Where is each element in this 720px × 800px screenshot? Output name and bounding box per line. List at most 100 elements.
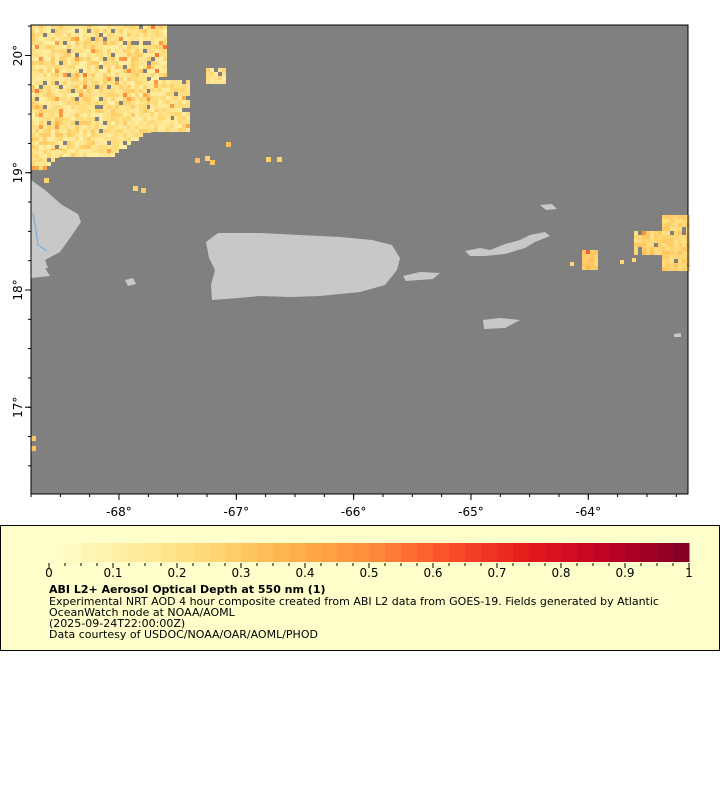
aod-pixel bbox=[44, 178, 49, 183]
aod-pixel bbox=[131, 37, 135, 41]
aod-pixel bbox=[103, 29, 107, 33]
aod-pixel bbox=[143, 29, 147, 33]
aod-pixel bbox=[174, 124, 178, 128]
aod-pixel bbox=[111, 25, 115, 29]
aod-pixel bbox=[131, 53, 135, 57]
aod-pixel bbox=[91, 109, 95, 113]
aod-pixel bbox=[123, 85, 127, 89]
aod-pixel bbox=[75, 101, 79, 105]
aod-pixel bbox=[39, 73, 43, 77]
aod-pixel bbox=[123, 137, 127, 141]
aod-pixel bbox=[682, 267, 686, 271]
aod-pixel bbox=[95, 41, 99, 45]
aod-pixel bbox=[75, 69, 79, 73]
aod-pixel bbox=[63, 129, 67, 133]
aod-pixel bbox=[131, 73, 135, 77]
aod-pixel bbox=[150, 80, 154, 84]
aod-pixel bbox=[63, 149, 67, 153]
aod-pixel bbox=[111, 129, 115, 133]
aod-pixel bbox=[59, 109, 63, 113]
longitude-axis: -68° -67° -66° -65° -64° bbox=[30, 494, 677, 519]
aod-pixel bbox=[674, 215, 678, 219]
aod-pixel bbox=[59, 125, 63, 129]
aod-pixel bbox=[151, 77, 155, 81]
aod-pixel bbox=[87, 149, 91, 153]
aod-pixel bbox=[166, 108, 170, 112]
aod-pixel bbox=[166, 96, 170, 100]
aod-pixel bbox=[162, 84, 166, 88]
aod-pixel bbox=[95, 25, 99, 29]
colorbar-segment bbox=[625, 543, 642, 562]
aod-pixel bbox=[55, 25, 59, 29]
aod-pixel bbox=[170, 80, 174, 84]
aod-pixel bbox=[127, 37, 131, 41]
aod-pixel bbox=[67, 33, 71, 37]
aod-pixel bbox=[91, 149, 95, 153]
aod-pixel bbox=[131, 85, 135, 89]
aod-pixel bbox=[55, 101, 59, 105]
vieques bbox=[403, 272, 440, 281]
aod-pixel bbox=[71, 133, 75, 137]
aod-pixel bbox=[582, 258, 586, 262]
aod-pixel bbox=[143, 53, 147, 57]
aod-pixel bbox=[119, 129, 123, 133]
aod-pixel bbox=[55, 69, 59, 73]
aod-pixel bbox=[178, 96, 182, 100]
aod-pixel bbox=[39, 133, 43, 137]
aod-pixel bbox=[59, 45, 63, 49]
aod-pixel bbox=[35, 109, 39, 113]
aod-pixel bbox=[139, 117, 143, 121]
lat-tick-label: 20° bbox=[11, 45, 25, 66]
map-frame bbox=[30, 24, 689, 495]
aod-pixel bbox=[143, 57, 147, 61]
aod-pixel bbox=[139, 81, 143, 85]
aod-pixel bbox=[95, 129, 99, 133]
aod-pixel bbox=[51, 109, 55, 113]
aod-pixel bbox=[71, 57, 75, 61]
aod-pixel bbox=[103, 81, 107, 85]
aod-pixel bbox=[107, 41, 111, 45]
aod-pixel bbox=[162, 124, 166, 128]
aod-pixel bbox=[186, 92, 190, 96]
aod-pixel bbox=[63, 89, 67, 93]
aod-pixel bbox=[143, 73, 147, 77]
aod-pixel bbox=[79, 129, 83, 133]
aod-pixel bbox=[39, 162, 43, 166]
aod-pixel bbox=[107, 145, 111, 149]
aod-pixel bbox=[107, 53, 111, 57]
aod-pixel bbox=[682, 247, 686, 251]
aod-pixel bbox=[67, 97, 71, 101]
aod-pixel bbox=[135, 81, 139, 85]
aod-pixel bbox=[99, 85, 103, 89]
aod-pixel bbox=[59, 69, 63, 73]
aod-pixel bbox=[214, 80, 218, 84]
aod-pixel bbox=[143, 25, 147, 29]
aod-pixel bbox=[43, 125, 47, 129]
aod-pixel bbox=[170, 96, 174, 100]
aod-pixel bbox=[31, 166, 35, 170]
aod-pixel bbox=[99, 53, 103, 57]
aod-pixel bbox=[51, 37, 55, 41]
aod-pixel bbox=[39, 37, 43, 41]
aod-pixel bbox=[47, 57, 51, 61]
aod-pixel bbox=[91, 61, 95, 65]
aod-pixel bbox=[658, 235, 662, 239]
aod-pixel bbox=[127, 89, 131, 93]
aod-pixel bbox=[131, 113, 135, 117]
aod-pixel bbox=[162, 108, 166, 112]
aod-pixel bbox=[135, 37, 139, 41]
aod-pixel bbox=[79, 93, 83, 97]
aod-pixel bbox=[63, 145, 67, 149]
aod-pixel bbox=[143, 65, 147, 69]
aod-pixel bbox=[95, 141, 99, 145]
aod-pixel bbox=[666, 223, 670, 227]
aod-pixel bbox=[51, 137, 55, 141]
aod-pixel bbox=[75, 149, 79, 153]
aod-pixel bbox=[55, 77, 59, 81]
aod-pixel bbox=[83, 77, 87, 81]
aod-pixel bbox=[91, 53, 95, 57]
aod-pixel bbox=[87, 61, 91, 65]
aod-pixel bbox=[143, 37, 147, 41]
aod-pixel bbox=[682, 243, 686, 247]
aod-pixel bbox=[55, 37, 59, 41]
